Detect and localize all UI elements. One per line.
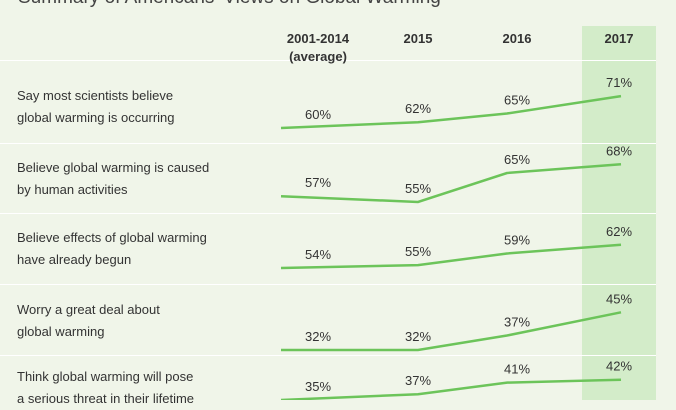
series-line [280,163,622,204]
data-label: 45% [606,291,632,306]
row-divider [0,284,656,285]
row-label-line: have already begun [17,252,132,267]
column-header-2016: 2016 [467,30,567,48]
row-divider [0,60,656,61]
data-label: 37% [405,373,431,388]
data-label: 62% [606,224,632,239]
row-label-line: global warming [17,324,105,339]
data-label: 32% [405,329,431,344]
data-label: 37% [504,315,530,330]
data-label: 55% [405,244,431,259]
row-divider [0,143,656,144]
data-label: 32% [305,329,331,344]
column-header-2001-2014: 2001-2014 (average) [268,30,368,66]
row-divider [0,355,656,356]
row-label: Believe global warming is caused by human… [17,157,267,201]
data-label: 59% [504,233,530,248]
series-line [281,311,622,352]
series-line [280,94,622,130]
data-label: 55% [405,181,431,196]
data-label: 65% [504,152,530,167]
row-label-line: Believe effects of global warming [17,230,207,245]
data-label: 71% [606,75,632,90]
row-label-line: Say most scientists believe [17,88,174,103]
row-label: Worry a great deal about global warming [17,299,267,343]
data-label: 57% [305,175,331,190]
column-header-label: 2015 [403,31,433,46]
data-label: 65% [504,93,530,108]
data-label: 60% [305,107,331,122]
data-label: 54% [305,247,331,262]
chart-title: Summary of Americans' Views on Global Wa… [18,0,441,9]
column-header-sublabel: (average) [289,49,347,64]
row-label: Say most scientists believe global warmin… [17,85,267,129]
data-label: 62% [405,101,431,116]
data-label: 41% [504,362,530,377]
series-line [280,378,622,400]
data-label: 42% [606,359,632,374]
column-header-2015: 2015 [368,30,468,48]
row-label-line: Worry a great deal about [17,302,160,317]
column-header-label: 2016 [502,31,532,46]
row-label-line: global warming is occurring [17,110,175,125]
row-label-line: Believe global warming is caused [17,160,210,175]
chart-plot: 60% 62% 65% 71% 57% 55% 65% 68% 54% 55% 59% 62% 32% 3… [280,75,632,400]
row-label-line: Think global warming will pose [17,369,194,384]
data-label: 68% [606,143,632,158]
row-divider [0,213,656,214]
series-line [280,243,622,270]
row-label-line: by human activities [17,182,128,197]
row-label: Believe effects of global warming have al… [17,227,267,271]
column-header-label: 2001-2014 [286,31,350,46]
column-header-2017: 2017 [569,30,669,48]
data-label: 35% [305,379,331,394]
column-header-label: 2017 [604,31,634,46]
